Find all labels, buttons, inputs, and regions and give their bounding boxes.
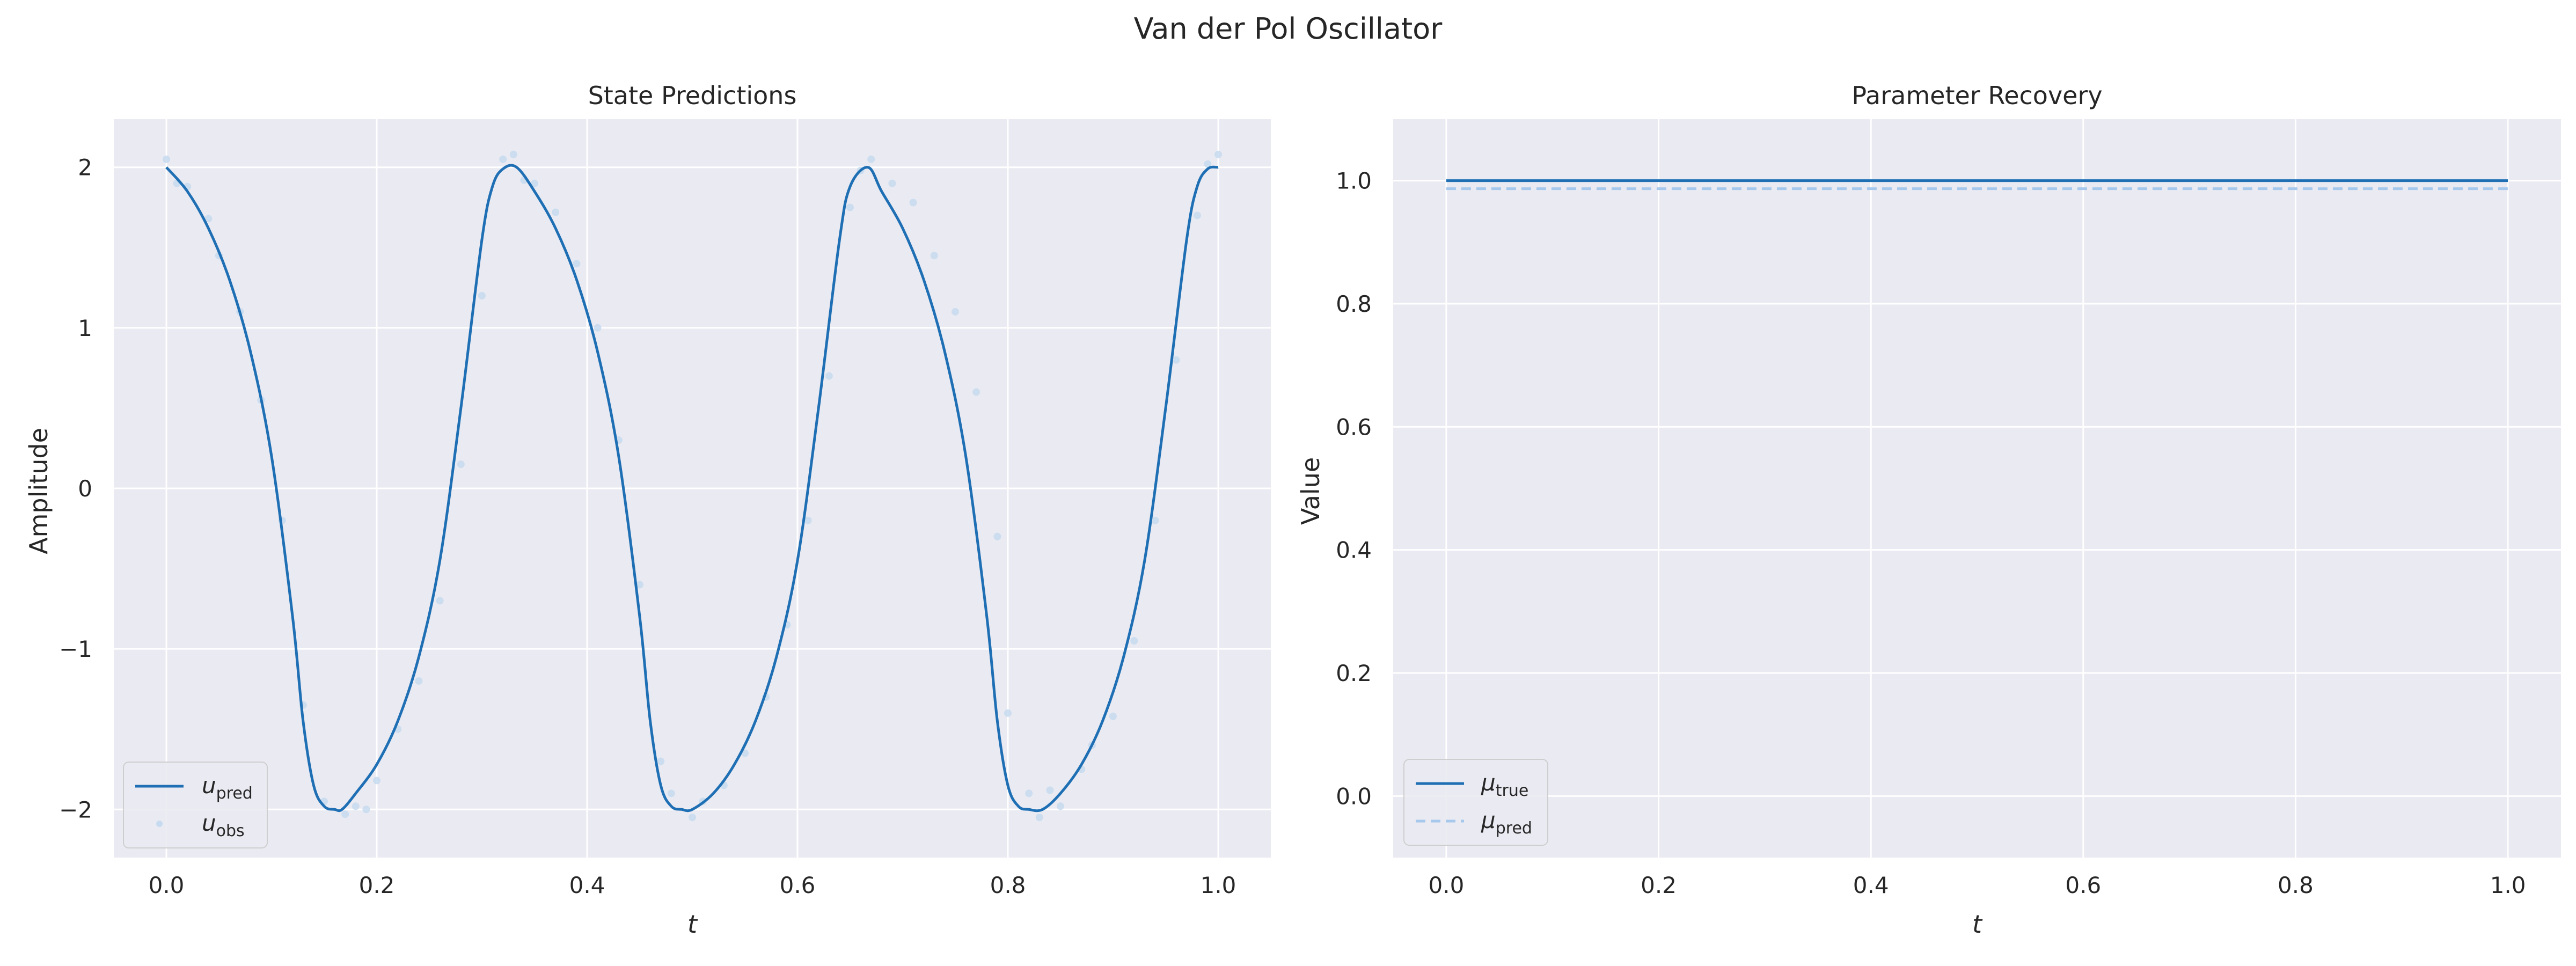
state-predictions-xlabel: t (687, 910, 698, 939)
figure-title: Van der Pol Oscillator (1134, 12, 1443, 46)
legend-mu-pred-label: μpred (1481, 807, 1532, 838)
observation-point (952, 308, 959, 316)
observation-point (531, 179, 538, 187)
state-predictions-ylabel: Amplitude (24, 428, 53, 554)
y-tick-label: 0 (78, 475, 92, 502)
x-tick-label: 1.0 (2490, 872, 2526, 898)
parameter-recovery-plot-area (1393, 119, 2561, 858)
y-tick-label: 0.4 (1336, 537, 1372, 564)
parameter-recovery-title: Parameter Recovery (1851, 81, 2102, 110)
parameter-recovery-panel: Parameter Recovery 0.0 0.2 0.4 0.6 0.8 1.0 0.… (1296, 81, 2561, 939)
x-tick-label: 0.0 (1429, 872, 1465, 898)
observation-point (499, 155, 507, 163)
observation-point (509, 150, 517, 158)
y-tick-label: 0.8 (1336, 291, 1372, 317)
observation-point (341, 810, 349, 818)
parameter-recovery-xlabel: t (1972, 910, 1983, 939)
observation-point (1130, 637, 1138, 645)
observation-point (552, 208, 560, 216)
observation-point (1109, 712, 1117, 720)
state-predictions-grid (114, 119, 1271, 858)
observation-point (825, 372, 833, 380)
y-tick-label: 0.6 (1336, 414, 1372, 440)
x-tick-label: 0.0 (149, 872, 185, 898)
observation-point (1151, 516, 1159, 524)
observation-point (846, 203, 854, 211)
observation-point (594, 324, 602, 332)
state-predictions-panel: State Predictions 0.0 0.2 0.4 0.6 0.8 1.0 −2−… (24, 81, 1271, 939)
legend-u-pred-label: upred (202, 772, 253, 803)
parameter-recovery-legend: μtrue μpred (1403, 759, 1548, 846)
y-tick-label: −2 (59, 796, 92, 823)
x-tick-label: 0.8 (990, 872, 1026, 898)
y-tick-label: 0.0 (1336, 783, 1372, 809)
observation-point (436, 597, 444, 605)
observation-point (1025, 789, 1033, 797)
x-tick-label: 0.6 (780, 872, 816, 898)
observation-point (689, 814, 696, 822)
observation-point (362, 806, 370, 814)
state-predictions-x-ticks: 0.0 0.2 0.4 0.6 0.8 1.0 (149, 872, 1236, 898)
x-tick-label: 1.0 (1201, 872, 1236, 898)
observation-point (1057, 802, 1064, 810)
observation-point (930, 252, 938, 260)
parameter-recovery-ylabel: Value (1296, 457, 1325, 525)
observation-point (1214, 150, 1222, 158)
legend-u-obs-swatch (156, 821, 163, 827)
parameter-recovery-y-ticks: 0.0 0.2 0.4 0.6 0.8 1.0 (1336, 168, 1372, 810)
observation-point (636, 581, 643, 589)
observation-point (909, 199, 917, 207)
legend-u-obs-label: uobs (202, 810, 245, 840)
observation-point (1035, 814, 1043, 822)
observation-point (457, 460, 465, 469)
y-tick-label: −1 (59, 636, 92, 662)
state-predictions-y-ticks: −2 −1 0 1 2 (59, 155, 92, 823)
observation-point (352, 802, 360, 810)
observation-point (163, 155, 170, 163)
observation-point (667, 789, 675, 797)
y-tick-label: 1 (78, 315, 92, 341)
observation-point (1004, 709, 1012, 717)
y-tick-label: 2 (78, 155, 92, 181)
observation-point (867, 155, 875, 163)
legend-mu-true-label: μtrue (1481, 770, 1528, 800)
x-tick-label: 0.4 (1853, 872, 1889, 898)
observation-point (1046, 786, 1054, 794)
observation-point (415, 677, 423, 685)
observation-point (573, 260, 581, 268)
observation-point (373, 777, 380, 785)
observation-point (204, 215, 213, 223)
u-pred-line (165, 164, 1219, 813)
x-tick-label: 0.4 (569, 872, 605, 898)
observation-point (804, 516, 812, 524)
observation-point (478, 292, 486, 300)
parameter-recovery-x-ticks: 0.0 0.2 0.4 0.6 0.8 1.0 (1429, 872, 2526, 898)
observation-point (657, 757, 665, 765)
observation-point (1204, 160, 1212, 168)
observation-point (972, 388, 980, 396)
x-tick-label: 0.6 (2065, 872, 2101, 898)
state-predictions-title: State Predictions (588, 81, 797, 110)
observation-point (888, 179, 896, 187)
x-tick-label: 0.8 (2278, 872, 2314, 898)
x-tick-label: 0.2 (1641, 872, 1677, 898)
observation-point (1193, 211, 1201, 219)
state-predictions-legend: upred uobs (123, 762, 268, 848)
y-tick-label: 0.2 (1336, 660, 1372, 686)
x-tick-label: 0.2 (359, 872, 395, 898)
observation-point (993, 532, 1001, 540)
observation-point (1172, 356, 1180, 364)
y-tick-label: 1.0 (1336, 168, 1372, 194)
